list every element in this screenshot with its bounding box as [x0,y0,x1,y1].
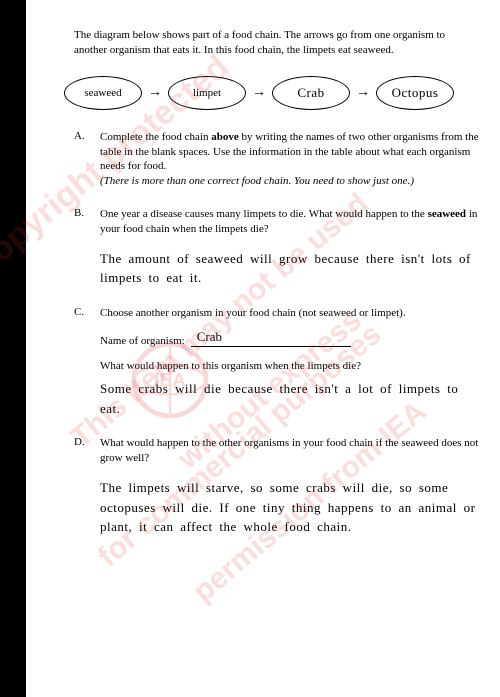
page-content: The diagram below shows part of a food c… [26,0,500,697]
question-d-text: What would happen to the other organisms… [100,436,480,466]
question-b-text: One year a disease causes many limpets t… [100,207,480,237]
question-b: B. One year a disease causes many limpet… [74,207,480,237]
question-c-text: Choose another organism in your food cha… [100,306,480,321]
question-d-label: D. [74,436,92,466]
question-d: D. What would happen to the other organi… [74,436,480,466]
chain-node-limpet: limpet [168,76,246,110]
question-c-answer: Some crabs will die because there isn't … [74,377,480,436]
food-chain-diagram: seaweed → limpet → Crab → Octopus [64,76,480,110]
chain-node-crab: Crab [272,76,350,110]
chain-arrow: → [356,86,370,100]
chain-arrow: → [252,86,266,100]
question-c-field-label: Name of organism: [100,335,185,347]
question-c-label: C. [74,306,92,321]
question-b-label: B. [74,207,92,237]
chain-arrow: → [148,86,162,100]
question-b-answer: The amount of seaweed will grow because … [74,243,480,306]
left-black-margin [0,0,26,697]
intro-text: The diagram below shows part of a food c… [74,28,480,58]
question-c-subprompt: What would happen to this organism when … [100,359,480,374]
chain-node-octopus: Octopus [376,76,454,110]
question-c: C. Choose another organism in your food … [74,306,480,321]
chain-node-seaweed: seaweed [64,76,142,110]
question-a-label: A. [74,130,92,189]
question-a-text: Complete the food chain above by writing… [100,131,479,173]
question-a-note: (There is more than one correct food cha… [100,175,414,187]
question-d-answer: The limpets will starve, so some crabs w… [74,472,480,537]
question-c-field: Name of organism: Crab [100,329,480,347]
question-a: A. Complete the food chain above by writ… [74,130,480,189]
question-c-field-value: Crab [191,329,351,347]
